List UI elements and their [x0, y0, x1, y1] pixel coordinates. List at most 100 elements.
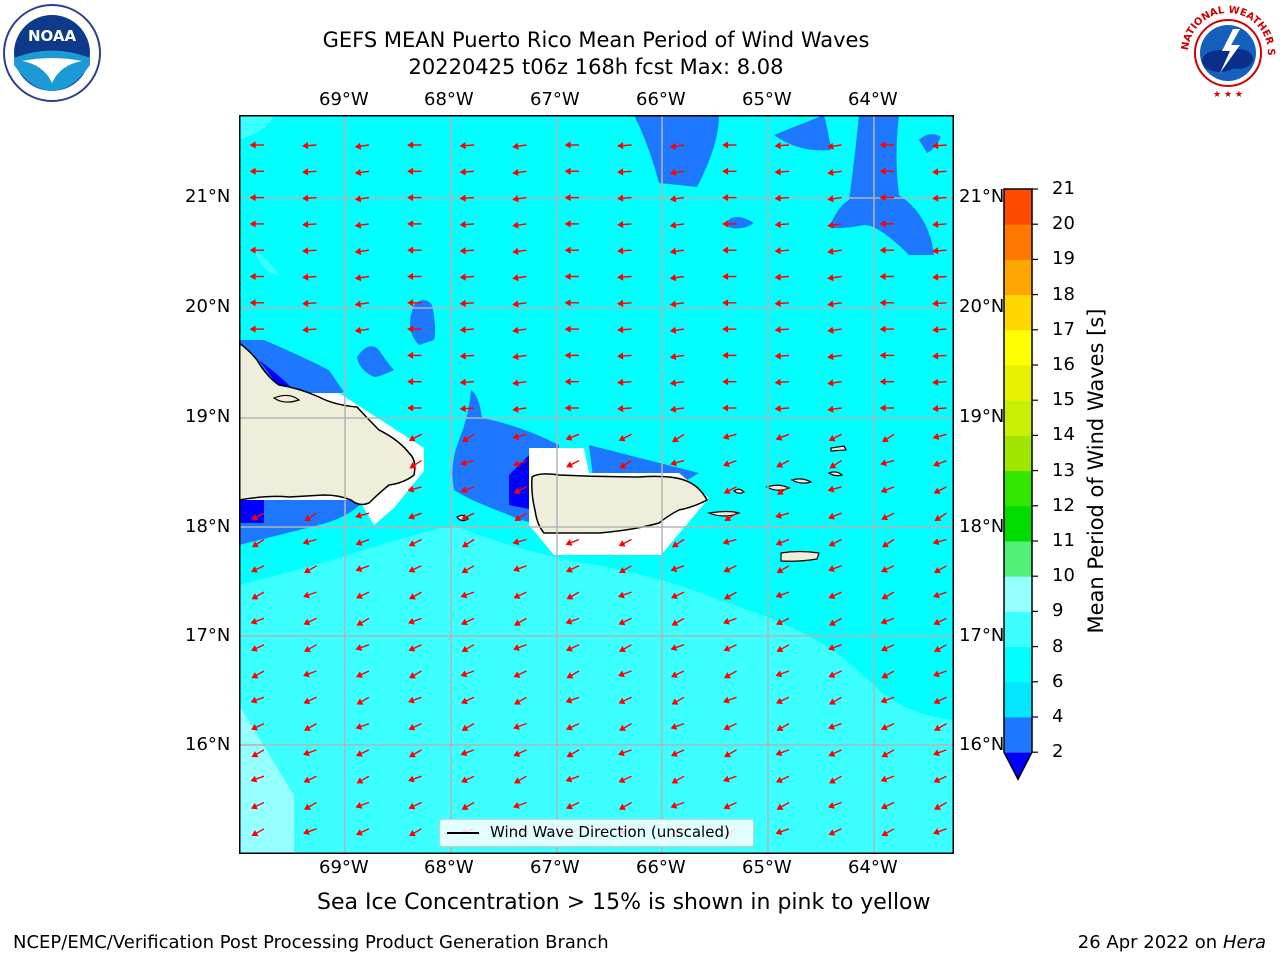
- contour-9-10: [239, 705, 294, 854]
- wind-wave-arrowhead: [932, 299, 939, 307]
- colorbar-segment: [1004, 365, 1032, 401]
- wind-wave-arrowhead: [827, 142, 834, 150]
- footer-date-text: 26 Apr 2022 on: [1077, 932, 1223, 953]
- wind-wave-arrowhead: [356, 619, 364, 626]
- colorbar-tick-label: 9: [1052, 600, 1064, 622]
- wind-wave-arrowhead: [407, 220, 414, 228]
- wind-wave-arrowhead: [619, 645, 626, 653]
- noaa-logo: NOAA: [2, 3, 102, 103]
- wind-wave-arrowhead: [669, 405, 677, 413]
- wind-wave-arrowhead: [828, 723, 835, 730]
- wind-wave-arrows: [249, 141, 947, 837]
- wind-wave-arrowhead: [617, 352, 624, 360]
- lon-label-bottom-65: 65°W: [742, 857, 792, 878]
- wind-wave-arrowhead: [934, 803, 941, 810]
- wind-wave-arrowhead: [774, 194, 781, 202]
- noaa-logo-text: NOAA: [28, 27, 77, 45]
- colorbar-tick-label: 8: [1052, 635, 1064, 657]
- wind-wave-arrowhead: [409, 751, 416, 758]
- wind-wave-arrowhead: [618, 618, 626, 626]
- wind-wave-arrowhead: [564, 220, 571, 228]
- wind-wave-arrowhead: [724, 672, 731, 679]
- wind-wave-arrowhead: [933, 618, 941, 626]
- wind-wave-arrowhead: [828, 540, 836, 547]
- wind-wave-arrowhead: [775, 670, 783, 678]
- wind-wave-arrowhead: [723, 802, 731, 810]
- map-legend: Wind Wave Direction (unscaled): [439, 819, 754, 847]
- colorbar-tick-label: 13: [1052, 459, 1075, 481]
- chart-title: GEFS MEAN Puerto Rico Mean Period of Win…: [0, 27, 1192, 81]
- wind-wave-arrowhead: [512, 274, 519, 282]
- wind-wave-arrowhead: [249, 325, 256, 333]
- lat-label-right-18: 18°N: [959, 516, 1005, 537]
- wind-wave-arrowhead: [671, 541, 679, 548]
- colorbar-svg: [1003, 188, 1038, 781]
- wind-wave-arrowhead: [512, 353, 519, 361]
- wind-wave-arrowhead: [722, 404, 729, 412]
- wind-wave-arrowhead: [250, 802, 258, 810]
- wind-wave-arrowhead: [407, 141, 414, 149]
- wind-wave-arrowhead: [460, 749, 468, 757]
- wind-wave-arrowhead: [775, 776, 783, 784]
- wind-wave-arrowhead: [407, 404, 414, 412]
- wind-wave-arrowhead: [459, 378, 466, 386]
- wind-wave-arrowhead: [354, 326, 362, 334]
- wind-wave-arrowhead: [514, 698, 521, 705]
- wind-wave-arrowhead: [828, 801, 835, 809]
- wind-wave-arrowhead: [670, 565, 678, 573]
- wind-wave-arrowhead: [356, 777, 364, 784]
- wind-wave-arrowhead: [408, 540, 416, 547]
- wind-wave-arrowhead: [513, 750, 521, 757]
- wind-wave-arrowhead: [828, 512, 835, 520]
- colorbar-segment: [1004, 294, 1032, 331]
- wind-wave-arrowhead: [880, 566, 888, 573]
- wind-wave-arrowhead: [459, 299, 466, 307]
- wind-wave-arrowhead: [828, 592, 836, 599]
- wind-wave-arrowhead: [828, 671, 836, 678]
- wind-wave-arrowhead: [880, 486, 888, 494]
- wind-wave-arrowhead: [776, 566, 784, 574]
- title-line-1: GEFS MEAN Puerto Rico Mean Period of Win…: [322, 28, 870, 52]
- wind-wave-arrowhead: [670, 750, 678, 757]
- wind-wave-arrowhead: [565, 775, 573, 783]
- wind-wave-arrowhead: [669, 274, 677, 282]
- footer-date: 26 Apr 2022 on Hera: [1078, 932, 1266, 953]
- wind-wave-arrowhead: [251, 541, 259, 548]
- wind-wave-arrowhead: [512, 168, 519, 177]
- wind-wave-arrowhead: [512, 300, 519, 308]
- wind-wave-arrowhead: [512, 538, 520, 546]
- colorbar-tick-label: 2: [1052, 741, 1064, 763]
- colorbar-segment: [1004, 646, 1032, 683]
- wind-wave-arrowhead: [565, 433, 573, 441]
- wind-wave-arrowhead: [354, 221, 362, 229]
- wind-wave-arrowhead: [302, 538, 310, 546]
- lat-label-right-21: 21°N: [959, 186, 1005, 207]
- footer-machine: Hera: [1222, 932, 1266, 953]
- wind-wave-arrowhead: [513, 671, 521, 678]
- wind-wave-arrowhead: [671, 435, 679, 443]
- wind-wave-arrowhead: [723, 487, 731, 494]
- lon-label-bottom-68: 68°W: [424, 857, 474, 878]
- wind-wave-arrowhead: [828, 750, 836, 757]
- lat-label-left-19: 19°N: [185, 406, 231, 427]
- lon-label-bottom-64: 64°W: [848, 857, 898, 878]
- wind-wave-arrowhead: [932, 378, 939, 386]
- wind-wave-arrowhead: [880, 645, 888, 652]
- wind-wave-arrowhead: [407, 272, 414, 281]
- wind-wave-arrowhead: [934, 724, 941, 731]
- colorbar-tick-label: 16: [1052, 354, 1075, 375]
- map-panel: [239, 115, 954, 854]
- wind-wave-arrowhead: [879, 246, 886, 254]
- wind-wave-arrowhead: [827, 168, 834, 177]
- wind-wave-arrowhead: [354, 274, 362, 282]
- wind-wave-arrowhead: [933, 487, 941, 494]
- wind-wave-arrowhead: [881, 435, 889, 443]
- wind-wave-arrowhead: [303, 776, 311, 784]
- wind-wave-arrowhead: [249, 299, 256, 307]
- lon-label-top-67: 67°W: [530, 89, 580, 110]
- wind-wave-arrowhead: [723, 460, 730, 467]
- wind-wave-arrowhead: [722, 272, 729, 281]
- wind-wave-arrowhead: [565, 566, 573, 573]
- wind-wave-arrowhead: [304, 645, 311, 653]
- wind-wave-arrowhead: [775, 591, 783, 599]
